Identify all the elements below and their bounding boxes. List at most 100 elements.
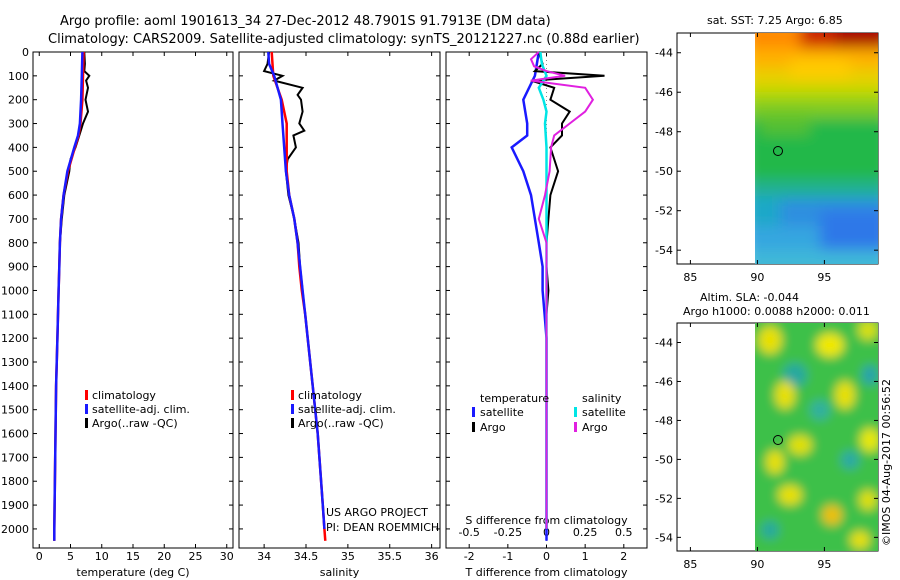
sst-map-title: sat. SST: 7.25 Argo: 6.85 bbox=[707, 14, 843, 27]
sla-map: Altim. SLA: -0.044 Argo h1000: 0.0088 h2… bbox=[655, 291, 879, 571]
depth-tick-label: 1900 bbox=[1, 499, 29, 512]
legend-title-salinity: salinity bbox=[582, 392, 622, 405]
salinity-x-tick-label: 36 bbox=[425, 550, 439, 563]
sst-heatmap bbox=[755, 33, 878, 264]
legend-swatch bbox=[472, 422, 475, 432]
sst-map: sat. SST: 7.25 Argo: 6.85 bbox=[655, 14, 879, 284]
legend-label: Argo(..raw -QC) bbox=[92, 417, 178, 430]
salinity-x-tick-label: 34.5 bbox=[294, 550, 319, 563]
map-lat-tick-label: -54 bbox=[655, 531, 673, 544]
s-diff-tick-label: 0.5 bbox=[615, 526, 633, 539]
depth-tick-label: 1800 bbox=[1, 475, 29, 488]
header-line-1: Argo profile: aoml 1901613_34 27-Dec-201… bbox=[60, 14, 551, 29]
argo-location-marker-sla bbox=[773, 435, 783, 445]
sla-map-title-1: Altim. SLA: -0.044 bbox=[700, 291, 799, 304]
map-lat-tick-label: -46 bbox=[655, 86, 673, 99]
legend-swatch bbox=[85, 390, 88, 400]
legend-label: satellite-adj. clim. bbox=[298, 403, 396, 416]
temperature-panel: 0100200300400500600700800900100011001200… bbox=[1, 46, 234, 579]
salinity-x-tick-label: 35.5 bbox=[378, 550, 403, 563]
legend-swatch bbox=[291, 390, 294, 400]
temperature-x-tick-label: 0 bbox=[36, 550, 43, 563]
s-diff-tick-label: 0.25 bbox=[573, 526, 598, 539]
header-line-2: Climatology: CARS2009. Satellite-adjuste… bbox=[48, 32, 640, 47]
difference-x-tick-label: 0 bbox=[543, 550, 550, 563]
annotation-pi: PI: DEAN ROEMMICH bbox=[326, 521, 439, 534]
depth-tick-label: 400 bbox=[8, 141, 29, 154]
difference-x-tick-label: -1 bbox=[502, 550, 513, 563]
map-lon-tick-label: 90 bbox=[750, 558, 764, 571]
map-lon-tick-label: 90 bbox=[750, 271, 764, 284]
salinity-panel: 34 34.5 35 35.5 36 salinity climatologysatelli… bbox=[238, 51, 441, 579]
difference-x-tick-label: -2 bbox=[464, 550, 475, 563]
map-lon-tick-label: 85 bbox=[683, 558, 697, 571]
legend-swatch bbox=[291, 418, 294, 428]
temperature-x-tick-label: 25 bbox=[189, 550, 203, 563]
map-lat-tick-label: -52 bbox=[655, 205, 673, 218]
legend-label: satellite-adj. clim. bbox=[92, 403, 190, 416]
depth-tick-label: 1100 bbox=[1, 308, 29, 321]
map-lat-tick-label: -48 bbox=[655, 126, 673, 139]
salinity-x-tick-label: 34 bbox=[257, 550, 271, 563]
salinity-axes-box bbox=[238, 51, 441, 549]
sla-map-title-2: Argo h1000: 0.0088 h2000: 0.011 bbox=[683, 305, 870, 318]
legend-label: Argo bbox=[480, 421, 506, 434]
depth-tick-label: 1500 bbox=[1, 404, 29, 417]
difference-panel: -2 -1 0 1 2 T difference from climatology -0.5… bbox=[445, 51, 648, 579]
series-line-satellite-adj-clim- bbox=[53, 51, 84, 541]
map-lat-tick-label: -44 bbox=[655, 47, 673, 60]
depth-tick-label: 900 bbox=[8, 261, 29, 274]
legend-label: satellite bbox=[480, 406, 524, 419]
legend-swatch bbox=[472, 407, 475, 417]
depth-tick-label: 1600 bbox=[1, 428, 29, 441]
legend-swatch bbox=[574, 407, 577, 417]
argo-location-marker bbox=[773, 146, 783, 156]
depth-tick-label: 300 bbox=[8, 118, 29, 131]
series-line-satellite-adj-clim- bbox=[267, 51, 326, 529]
s-diff-tick-label: -0.5 bbox=[458, 526, 479, 539]
depth-tick-label: 1200 bbox=[1, 332, 29, 345]
difference-x-tick-label: 2 bbox=[620, 550, 627, 563]
annotation-project: US ARGO PROJECT bbox=[326, 506, 428, 519]
sla-heatmap bbox=[755, 323, 878, 551]
legend-label: climatology bbox=[92, 389, 156, 402]
depth-tick-label: 2000 bbox=[1, 523, 29, 536]
map-lat-tick-label: -46 bbox=[655, 375, 673, 388]
legend-label: Argo(..raw -QC) bbox=[298, 417, 384, 430]
map-lat-tick-label: -50 bbox=[655, 453, 673, 466]
depth-tick-label: 800 bbox=[8, 237, 29, 250]
legend-swatch bbox=[291, 404, 294, 414]
temperature-x-tick-label: 20 bbox=[157, 550, 171, 563]
series-line-salinity-argo bbox=[529, 51, 595, 529]
depth-tick-label: 600 bbox=[8, 189, 29, 202]
temperature-axes-box bbox=[32, 51, 234, 549]
depth-tick-label: 700 bbox=[8, 213, 29, 226]
map-lat-tick-label: -50 bbox=[655, 165, 673, 178]
map-lat-tick-label: -54 bbox=[655, 244, 673, 257]
temperature-x-tick-label: 30 bbox=[220, 550, 234, 563]
map-lon-tick-label: 85 bbox=[683, 271, 697, 284]
map-lat-tick-label: -52 bbox=[655, 492, 673, 505]
map-lon-tick-label: 95 bbox=[817, 271, 831, 284]
legend-swatch bbox=[85, 418, 88, 428]
depth-tick-label: 500 bbox=[8, 165, 29, 178]
difference-x-tick-label: 1 bbox=[582, 550, 589, 563]
legend-swatch bbox=[85, 404, 88, 414]
legend-label: climatology bbox=[298, 389, 362, 402]
imos-timestamp: ©IMOS 04-Aug-2017 00:56:52 bbox=[880, 379, 893, 546]
temperature-x-tick-label: 15 bbox=[126, 550, 140, 563]
depth-tick-label: 1000 bbox=[1, 284, 29, 297]
map-lat-tick-label: -48 bbox=[655, 414, 673, 427]
difference-xlabel: T difference from climatology bbox=[465, 566, 628, 579]
salinity-xlabel: salinity bbox=[320, 566, 360, 579]
legend-title-temperature: temperature bbox=[480, 392, 549, 405]
depth-tick-label: 1300 bbox=[1, 356, 29, 369]
legend-label: satellite bbox=[582, 406, 626, 419]
temperature-xlabel: temperature (deg C) bbox=[76, 566, 189, 579]
depth-tick-label: 200 bbox=[8, 94, 29, 107]
map-lat-tick-label: -44 bbox=[655, 336, 673, 349]
legend-swatch bbox=[574, 422, 577, 432]
depth-tick-label: 1700 bbox=[1, 451, 29, 464]
temperature-x-tick-label: 10 bbox=[95, 550, 109, 563]
